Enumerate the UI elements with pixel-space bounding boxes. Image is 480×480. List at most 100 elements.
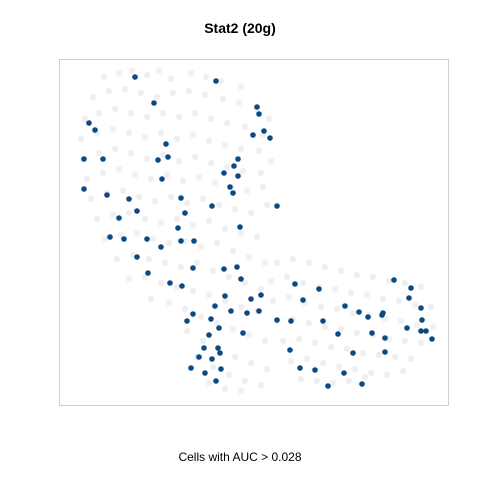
background-cell-point	[127, 149, 135, 157]
background-cell-point	[187, 69, 195, 77]
high-auc-cell-point	[382, 335, 388, 341]
background-cell-point	[385, 277, 393, 285]
high-auc-cell-point	[208, 316, 214, 322]
background-cell-point	[369, 273, 377, 281]
high-auc-cell-point	[228, 308, 234, 314]
high-auc-cell-point	[81, 156, 87, 162]
high-auc-cell-point	[365, 314, 371, 320]
background-cell-point	[151, 197, 159, 205]
background-cell-point	[353, 271, 361, 279]
high-auc-cell-point	[231, 163, 237, 169]
background-cell-point	[361, 373, 369, 381]
background-cell-point	[267, 157, 275, 165]
background-cell-point	[255, 147, 263, 155]
high-auc-cell-point	[342, 303, 348, 309]
high-auc-cell-point	[423, 328, 429, 334]
high-auc-cell-point	[163, 141, 169, 147]
background-cell-point	[143, 71, 151, 79]
high-auc-cell-point	[167, 280, 173, 286]
background-cell-point	[163, 171, 171, 179]
high-auc-cell-point	[145, 270, 151, 276]
background-cell-point	[351, 365, 359, 373]
background-cell-point	[407, 355, 415, 363]
high-auc-cell-point	[254, 104, 260, 110]
high-auc-cell-point	[235, 156, 241, 162]
background-cell-point	[128, 67, 136, 75]
background-cell-point	[237, 83, 245, 91]
background-cell-point	[189, 287, 197, 295]
background-cell-point	[157, 129, 165, 137]
background-cell-point	[359, 349, 367, 357]
background-cell-point	[159, 109, 167, 117]
background-cell-point	[127, 109, 135, 117]
background-cell-point	[135, 193, 143, 201]
high-auc-cell-point	[190, 265, 196, 271]
high-auc-cell-point	[151, 100, 157, 106]
background-cell-point	[305, 319, 313, 327]
background-cell-point	[213, 319, 221, 327]
high-auc-cell-point	[359, 381, 365, 387]
high-auc-cell-point	[126, 196, 132, 202]
background-cell-point	[397, 317, 405, 325]
background-cell-point	[205, 291, 213, 299]
background-cell-point	[327, 343, 335, 351]
background-cell-point	[347, 289, 355, 297]
background-cell-point	[141, 215, 149, 223]
background-cell-point	[221, 297, 229, 305]
background-cell-point	[209, 267, 217, 275]
high-auc-cell-point	[155, 157, 161, 163]
background-cell-point	[177, 263, 185, 271]
high-auc-cell-point	[209, 356, 215, 362]
background-cell-point	[241, 279, 249, 287]
background-cell-point	[81, 115, 89, 123]
high-auc-cell-point	[100, 156, 106, 162]
high-auc-cell-point	[300, 297, 306, 303]
background-cell-point	[111, 105, 119, 113]
background-cell-point	[221, 141, 229, 149]
background-cell-point	[213, 239, 221, 247]
high-auc-cell-point	[202, 370, 208, 376]
background-cell-point	[381, 315, 389, 323]
background-cell-point	[237, 387, 245, 395]
high-auc-cell-point	[274, 203, 280, 209]
background-cell-point	[115, 69, 123, 77]
background-cell-point	[197, 313, 205, 321]
background-cell-point	[401, 279, 409, 287]
scatter-plot	[77, 67, 437, 395]
background-cell-point	[229, 247, 237, 255]
background-cell-point	[173, 283, 181, 291]
background-cell-point	[113, 255, 121, 263]
background-cell-point	[185, 87, 193, 95]
high-auc-cell-point	[159, 176, 165, 182]
background-cell-point	[125, 275, 133, 283]
background-cell-point	[335, 363, 343, 371]
background-cell-point	[235, 99, 243, 107]
high-auc-cell-point	[258, 292, 264, 298]
background-cell-point	[137, 89, 145, 97]
background-cell-point	[305, 259, 313, 267]
background-cell-point	[279, 337, 287, 345]
high-auc-cell-point	[406, 295, 412, 301]
background-cell-point	[237, 303, 245, 311]
background-cell-point	[283, 273, 291, 281]
background-cell-point	[321, 263, 329, 271]
high-auc-cell-point	[256, 308, 262, 314]
background-cell-point	[303, 355, 311, 363]
background-cell-point	[353, 329, 361, 337]
background-cell-point	[257, 381, 265, 389]
background-cell-point	[131, 171, 139, 179]
background-cell-point	[241, 377, 249, 385]
background-cell-point	[247, 209, 255, 217]
background-cell-point	[157, 219, 165, 227]
background-cell-point	[221, 225, 229, 233]
background-cell-point	[331, 285, 339, 293]
background-cell-point	[133, 229, 141, 237]
background-cell-point	[141, 273, 149, 281]
high-auc-cell-point	[335, 331, 341, 337]
background-cell-point	[219, 95, 227, 103]
background-cell-point	[225, 371, 233, 379]
high-auc-cell-point	[190, 311, 196, 317]
background-cell-point	[287, 357, 295, 365]
background-cell-point	[225, 273, 233, 281]
background-cell-point	[289, 255, 297, 263]
